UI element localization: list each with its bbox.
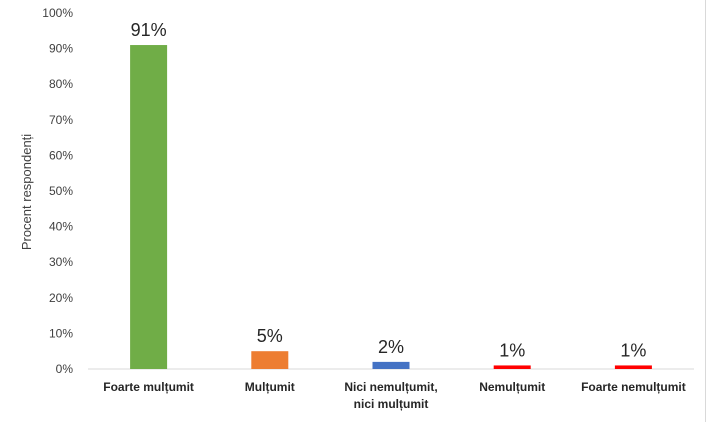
y-tick-label: 30% [49, 255, 73, 269]
bar [251, 351, 289, 369]
y-axis-ticks: 0% 10% 20% 30% 40% 50% 60% 70% 80% 90% 100% [42, 6, 73, 376]
x-category-label: Foarte nemulțumit [581, 380, 686, 394]
y-tick-label: 100% [42, 6, 73, 20]
x-category-label: nici mulțumit [354, 397, 429, 411]
bar [130, 45, 168, 369]
y-tick-label: 90% [49, 42, 73, 56]
y-tick-label: 50% [49, 184, 73, 198]
bar-data-label: 5% [257, 326, 283, 346]
y-axis-title: Procent respondenți [19, 134, 34, 250]
y-tick-label: 80% [49, 77, 73, 91]
bar [614, 365, 652, 369]
x-category-label: Nemulțumit [479, 380, 545, 394]
category-labels-layer: Foarte mulțumit Mulțumit Nici nemulțumit, n… [103, 380, 685, 411]
bar-data-label: 91% [131, 20, 167, 40]
y-axis-title-group: Procent respondenți [19, 134, 34, 250]
y-tick-label: 70% [49, 113, 73, 127]
y-tick-label: 20% [49, 291, 73, 305]
bar-data-label: 1% [499, 340, 525, 360]
bar [493, 365, 531, 369]
y-tick-label: 10% [49, 326, 73, 340]
x-category-label: Mulțumit [245, 380, 295, 394]
bar [372, 361, 410, 369]
bars-layer [130, 45, 652, 369]
x-category-label: Nici nemulțumit, [344, 380, 437, 394]
bar-data-label: 1% [620, 340, 646, 360]
y-tick-label: 0% [56, 362, 74, 376]
data-labels-layer: 91% 5% 2% 1% 1% [131, 20, 647, 360]
bar-data-label: 2% [378, 337, 404, 357]
y-tick-label: 60% [49, 148, 73, 162]
y-tick-label: 40% [49, 220, 73, 234]
x-category-label: Foarte mulțumit [103, 380, 194, 394]
